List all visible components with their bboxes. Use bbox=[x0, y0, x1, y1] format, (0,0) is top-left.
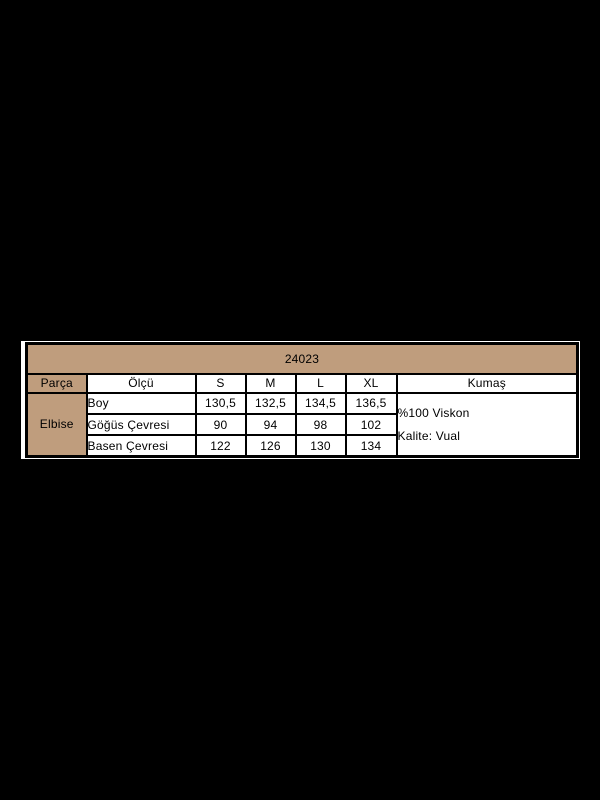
fabric-composition-text: %100 Viskon bbox=[397, 405, 470, 420]
col-header-kumas: Kumaş bbox=[395, 372, 579, 394]
measure-label: Basen Çevresi bbox=[85, 434, 197, 458]
model-number-cell: 24023 bbox=[25, 342, 579, 375]
table-row-basen: Basen Çevresi 122 126 130 134 bbox=[27, 434, 578, 458]
table-row-gogus: Göğüs Çevresi 90 94 98 102 bbox=[27, 412, 578, 437]
group-label-cell: Elbise bbox=[25, 391, 88, 458]
fabric-quality-text: Kalite: Vual bbox=[397, 428, 461, 443]
value-cell: 94 bbox=[244, 412, 297, 437]
col-header-size-l: L bbox=[294, 372, 347, 394]
value-cell: 132,5 bbox=[244, 391, 297, 415]
col-header-size-xl: XL bbox=[344, 372, 398, 394]
value-cell: 122 bbox=[194, 434, 247, 458]
value-cell: 136,5 bbox=[344, 391, 398, 415]
value-cell: 102 bbox=[344, 412, 398, 437]
measure-label: Göğüs Çevresi bbox=[85, 412, 197, 437]
measure-label: Boy bbox=[85, 391, 197, 415]
table-title-row: 24023 bbox=[25, 342, 579, 375]
table-row-boy: Elbise Boy 130,5 132,5 134,5 136,5 %100 … bbox=[25, 391, 579, 458]
value-cell: 98 bbox=[294, 412, 347, 437]
col-header-size-s: S bbox=[194, 372, 247, 394]
col-header-parca: Parça bbox=[25, 372, 88, 394]
value-cell: 134,5 bbox=[294, 391, 347, 415]
value-cell: 134 bbox=[344, 434, 398, 458]
size-chart-table: 24023 Parça Ölçü S M L XL Kumaş Elbise B… bbox=[25, 342, 579, 458]
value-cell: 130,5 bbox=[194, 391, 247, 415]
col-header-olcu: Ölçü bbox=[85, 372, 197, 394]
value-cell: 130 bbox=[294, 434, 347, 458]
column-header-row: Parça Ölçü S M L XL Kumaş bbox=[25, 372, 579, 394]
value-cell: 90 bbox=[194, 412, 247, 437]
fabric-info-cell: %100 Viskon Kalite: Vual bbox=[395, 391, 579, 458]
size-chart-sheet: 24023 Parça Ölçü S M L XL Kumaş Elbise B… bbox=[21, 341, 580, 459]
value-cell: 126 bbox=[244, 434, 297, 458]
col-header-size-m: M bbox=[244, 372, 297, 394]
